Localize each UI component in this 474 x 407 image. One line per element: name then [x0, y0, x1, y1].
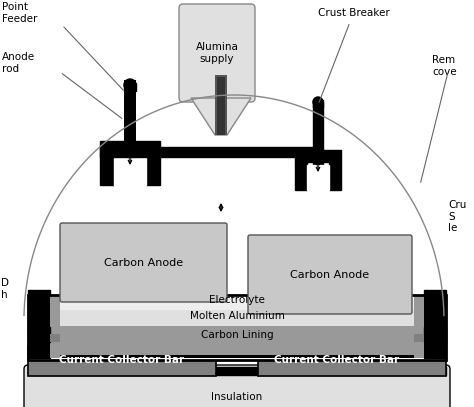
Bar [124, 80, 136, 170]
Bar [28, 346, 216, 376]
Text: Crust Breaker: Crust Breaker [318, 8, 390, 18]
Text: Point
Feeder: Point Feeder [2, 2, 37, 24]
Bar [60, 298, 414, 310]
Bar [424, 290, 446, 358]
Text: Molten Aluminium: Molten Aluminium [190, 311, 284, 321]
Bar [146, 155, 160, 185]
Text: Anode
rod: Anode rod [2, 52, 35, 74]
Bar [50, 350, 424, 358]
FancyBboxPatch shape [24, 365, 450, 407]
Text: Insulation: Insulation [211, 392, 263, 402]
Bar [114, 158, 146, 185]
Bar [329, 162, 341, 190]
FancyBboxPatch shape [248, 235, 412, 314]
Bar [424, 327, 446, 342]
Text: Carbon Lining: Carbon Lining [201, 330, 273, 340]
Bar [295, 162, 307, 190]
Polygon shape [191, 98, 251, 135]
Bar [28, 327, 50, 342]
FancyBboxPatch shape [60, 223, 227, 302]
Bar [28, 290, 50, 358]
Text: D
h: D h [1, 278, 9, 300]
Bar [414, 296, 424, 358]
Bar [307, 165, 329, 190]
Bar [313, 100, 323, 107]
Text: Current Collector Bar: Current Collector Bar [59, 355, 184, 365]
Bar [100, 155, 114, 185]
Text: Cru
S
le: Cru S le [448, 200, 466, 233]
Bar [28, 295, 446, 360]
Bar [313, 102, 323, 177]
Bar [50, 334, 60, 342]
Bar [50, 296, 60, 358]
Text: Carbon Anode: Carbon Anode [291, 269, 370, 280]
Bar [124, 83, 136, 91]
Text: Current Collector Bar: Current Collector Bar [274, 355, 400, 365]
Bar [217, 77, 225, 135]
Bar [258, 346, 446, 376]
Text: Rem
cove: Rem cove [432, 55, 456, 77]
Bar [414, 334, 424, 342]
FancyBboxPatch shape [179, 4, 255, 102]
Text: Carbon Anode: Carbon Anode [104, 258, 183, 267]
Bar [50, 325, 424, 355]
Bar [100, 141, 160, 155]
Bar [215, 75, 227, 135]
Text: Alumina
supply: Alumina supply [196, 42, 238, 64]
Bar [295, 150, 341, 162]
Bar [60, 308, 414, 326]
Ellipse shape [313, 97, 323, 107]
Bar [100, 147, 320, 157]
Bar [28, 367, 446, 375]
Ellipse shape [124, 79, 136, 91]
Text: Electrolyte: Electrolyte [209, 295, 265, 305]
Bar [28, 295, 446, 360]
